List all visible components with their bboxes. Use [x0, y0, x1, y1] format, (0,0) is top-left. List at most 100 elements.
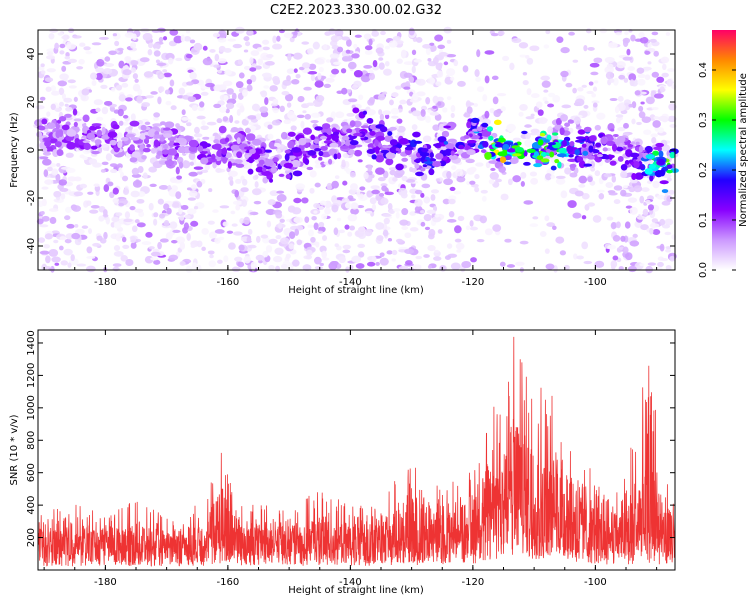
spectrogram-cell: [50, 103, 56, 111]
spectrogram-cell: [158, 185, 169, 190]
spectrogram-cell: [346, 128, 353, 134]
spectrogram-cell: [130, 190, 140, 198]
spectrogram-cell: [241, 89, 248, 97]
spectrogram-cell: [666, 195, 673, 203]
spectrogram-cell: [49, 216, 57, 225]
spectrogram-cell: [427, 244, 436, 252]
spectrogram-cell: [103, 231, 108, 240]
spectrogram-cell: [637, 74, 646, 79]
spectrogram-cell: [597, 153, 603, 158]
spectrogram-cell: [102, 68, 113, 75]
spectrogram-cell: [395, 238, 404, 243]
spectrogram-cell: [108, 50, 117, 56]
spectrogram-cell: [129, 206, 136, 211]
spectrogram-cell: [415, 36, 423, 43]
spectrogram-cell: [320, 151, 331, 158]
spectrogram-cell: [428, 168, 435, 176]
spectrogram-cell: [541, 80, 551, 88]
spectrogram-cell: [222, 80, 233, 87]
spectrogram-cell: [216, 118, 223, 124]
spectrogram-cell: [380, 183, 388, 187]
spectrogram-cell: [411, 65, 416, 74]
spectrogram-cell: [268, 141, 275, 149]
spectrogram-cell: [86, 246, 93, 254]
spectrogram-cell: [432, 105, 437, 109]
spectrogram-cell: [301, 41, 310, 45]
spectrogram-cell: [371, 189, 380, 195]
spectrogram-cell: [576, 156, 584, 163]
spectrogram-cell: [148, 166, 157, 173]
x-tick-label: -140: [339, 277, 362, 288]
spectrogram-cell: [267, 199, 276, 206]
spectrogram-cell: [234, 256, 243, 262]
spectrogram-cell: [479, 215, 487, 224]
spectrogram-cell: [629, 240, 640, 247]
spectrogram-cell: [251, 103, 260, 112]
spectrogram-cell: [376, 235, 384, 241]
spectrogram-cell: [177, 146, 186, 154]
spectrogram-cell: [518, 111, 524, 117]
spectrogram-cell: [234, 189, 239, 198]
spectrogram-cell: [79, 154, 85, 159]
spectrogram-cell: [189, 161, 195, 166]
spectrogram-cell: [95, 72, 103, 81]
spectrogram-cell: [230, 210, 236, 215]
spectrogram-cell: [497, 137, 506, 143]
spectrogram-cell: [110, 168, 118, 174]
spectrogram-cell: [109, 191, 115, 199]
spectrogram-cell: [55, 173, 61, 182]
spectrogram-cell: [377, 176, 386, 182]
spectrogram-cell: [246, 236, 252, 243]
spectrogram-cell: [169, 79, 175, 87]
spectrogram-cell: [307, 149, 317, 156]
spectrogram-cell: [508, 178, 513, 186]
spectrogram-cell: [456, 249, 462, 253]
spectrogram-cell: [351, 84, 359, 90]
spectrogram-cell: [532, 216, 539, 220]
spectrogram-cell: [101, 126, 106, 135]
spectrogram-cell: [378, 62, 385, 70]
spectrogram-cell: [622, 39, 629, 47]
spectrogram-cell: [653, 116, 660, 120]
spectrogram-cell: [550, 165, 557, 171]
spectrogram-cell: [652, 120, 661, 128]
spectrogram-cell: [218, 125, 227, 134]
spectrogram-cell: [144, 121, 151, 125]
spectrogram-cell: [323, 83, 332, 88]
spectrogram-cell: [82, 140, 91, 144]
spectrogram-cell: [523, 200, 534, 205]
spectrogram-cell: [244, 146, 253, 150]
spectrogram-cell: [391, 115, 399, 119]
spectrogram-cell: [509, 62, 515, 71]
spectrogram-cell: [647, 61, 652, 65]
spectrogram-cell: [474, 174, 480, 180]
spectrogram-cell: [284, 93, 294, 102]
spectrogram-cell: [625, 252, 633, 261]
spectrogram-cell: [54, 262, 60, 266]
spectrogram-cell: [314, 182, 321, 188]
spectrogram-cell: [229, 115, 234, 124]
spectrogram-cell: [41, 70, 46, 75]
spectrogram-cell: [327, 127, 332, 136]
spectrogram-cell: [610, 222, 617, 230]
spectrogram-cell: [60, 193, 66, 200]
spectrogram-cell: [633, 185, 643, 193]
spectrogram-cell: [38, 237, 46, 244]
spectrogram-cell: [306, 166, 314, 171]
spectrogram-cell: [196, 115, 206, 120]
spectrogram-cell: [461, 261, 472, 269]
spectrogram-cell: [385, 158, 394, 166]
spectrogram-cell: [375, 222, 385, 230]
spectrogram-cell: [309, 187, 315, 194]
spectrogram-cell: [548, 92, 556, 98]
spectrogram-cell: [188, 139, 199, 148]
spectrogram-cell: [236, 109, 241, 116]
spectrogram-cell: [667, 115, 677, 122]
spectrogram-cell: [283, 119, 292, 125]
spectrogram-cell: [649, 38, 657, 43]
spectrogram-cell: [430, 189, 440, 194]
spectrogram-cell: [490, 167, 496, 172]
spectrogram-cell: [268, 264, 275, 271]
spectrogram-cell: [537, 139, 544, 146]
spectrogram-cell: [36, 131, 43, 138]
